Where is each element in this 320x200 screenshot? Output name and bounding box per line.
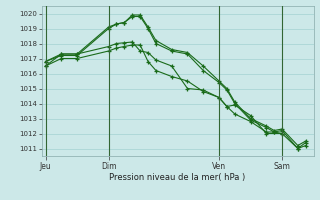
X-axis label: Pression niveau de la mer( hPa ): Pression niveau de la mer( hPa )	[109, 173, 246, 182]
